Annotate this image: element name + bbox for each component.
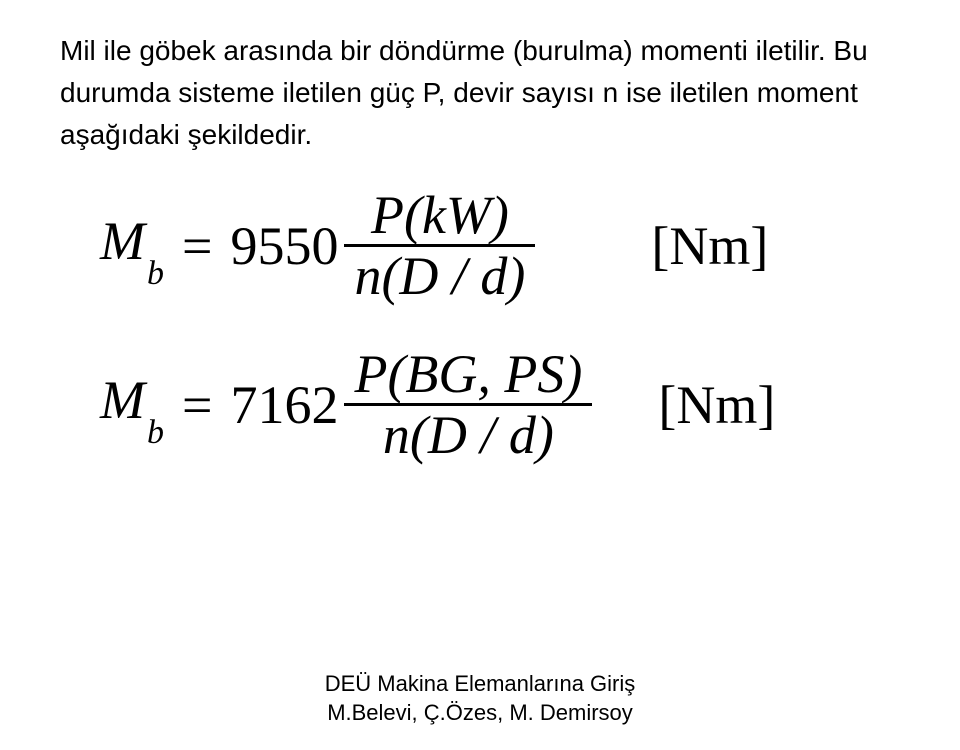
eq1-lhs: Mb <box>100 214 164 278</box>
footer-line-1: DEÜ Makina Elemanlarına Giriş <box>0 669 960 699</box>
page: Mil ile göbek arasında bir döndürme (bur… <box>0 0 960 750</box>
eq2-unit: [Nm] <box>658 378 775 432</box>
eq2-sub: b <box>147 414 164 451</box>
eq1-equals: = <box>182 219 212 273</box>
eq1-numerator: P(kW) <box>361 186 519 244</box>
eq1-unit: [Nm] <box>651 219 768 273</box>
eq2-var: M <box>100 370 145 430</box>
eq2-fraction: P(BG, PS) n(D / d) <box>344 345 592 464</box>
eq1-sub: b <box>147 255 164 292</box>
equation-1: Mb = 9550 P(kW) n(D / d) [Nm] <box>100 186 900 305</box>
footer: DEÜ Makina Elemanlarına Giriş M.Belevi, … <box>0 669 960 728</box>
eq1-fraction: P(kW) n(D / d) <box>344 186 535 305</box>
footer-line-2: M.Belevi, Ç.Özes, M. Demirsoy <box>0 698 960 728</box>
eq2-lhs: Mb <box>100 373 164 437</box>
equation-2: Mb = 7162 P(BG, PS) n(D / d) [Nm] <box>100 345 900 464</box>
eq2-numerator: P(BG, PS) <box>344 345 592 403</box>
eq2-denominator: n(D / d) <box>373 406 564 464</box>
equation-block: Mb = 9550 P(kW) n(D / d) [Nm] Mb = 7162 … <box>100 186 900 464</box>
eq2-coef: 7162 <box>230 378 338 432</box>
eq1-coef: 9550 <box>230 219 338 273</box>
intro-paragraph: Mil ile göbek arasında bir döndürme (bur… <box>60 30 900 156</box>
eq1-denominator: n(D / d) <box>344 247 535 305</box>
eq2-equals: = <box>182 378 212 432</box>
eq1-var: M <box>100 211 145 271</box>
